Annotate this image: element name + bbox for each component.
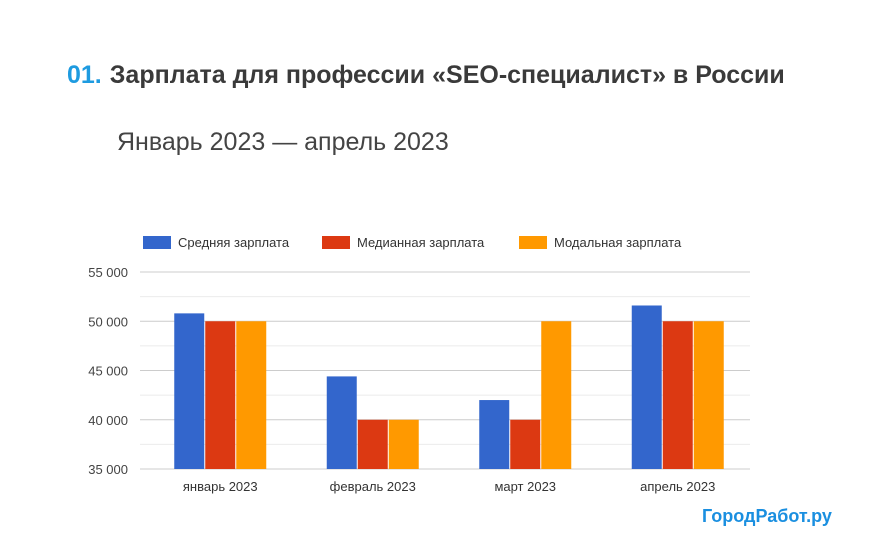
bar — [631, 305, 662, 469]
bar — [357, 419, 388, 469]
chart-subtitle: Январь 2023 — апрель 2023 — [117, 128, 449, 156]
x-tick-label: март 2023 — [494, 479, 556, 494]
bar — [479, 400, 510, 469]
legend-label: Средняя зарплата — [178, 235, 290, 250]
y-tick-label: 35 000 — [88, 462, 128, 477]
x-tick-label: январь 2023 — [183, 479, 258, 494]
y-tick-label: 50 000 — [88, 314, 128, 329]
y-tick-label: 55 000 — [88, 265, 128, 280]
bar — [388, 419, 419, 469]
bar — [693, 321, 724, 469]
bar — [510, 419, 541, 469]
bar — [326, 376, 357, 469]
bar — [236, 321, 267, 469]
chart-title: 01. Зарплата для профессии «SEO-специалис… — [67, 58, 787, 92]
bar — [205, 321, 236, 469]
title-text: Зарплата для профессии «SEO-специалист» … — [109, 61, 785, 89]
bar — [174, 313, 205, 469]
bar — [541, 321, 572, 469]
legend-label: Медианная зарплата — [357, 235, 485, 250]
x-tick-label: апрель 2023 — [640, 479, 715, 494]
y-tick-label: 40 000 — [88, 413, 128, 428]
logo: ГородРабот.ру — [702, 506, 832, 526]
legend-swatch — [143, 236, 171, 249]
bar — [662, 321, 693, 469]
legend-swatch — [322, 236, 350, 249]
legend-swatch — [519, 236, 547, 249]
title-number: 01. — [67, 61, 102, 89]
x-tick-label: февраль 2023 — [330, 479, 416, 494]
legend-label: Модальная зарплата — [554, 235, 682, 250]
y-tick-label: 45 000 — [88, 364, 128, 379]
